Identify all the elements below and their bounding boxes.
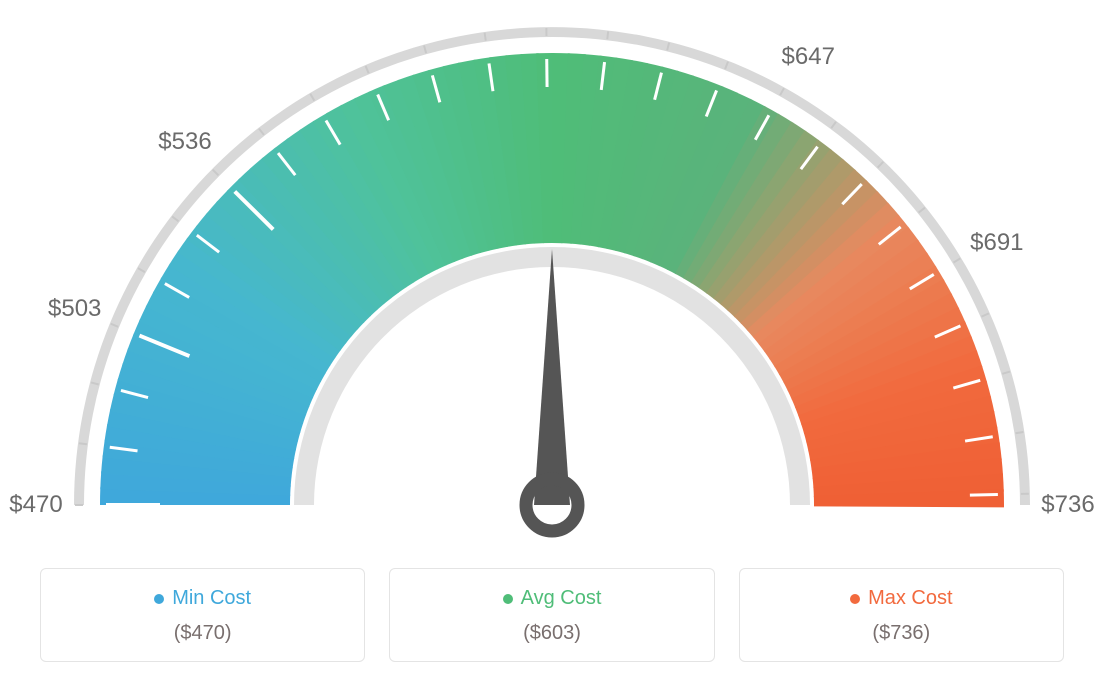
gauge-tick-label: $691	[970, 229, 1023, 257]
legend-row: Min Cost ($470) Avg Cost ($603) Max Cost…	[40, 568, 1064, 662]
legend-card-avg: Avg Cost ($603)	[389, 568, 714, 662]
legend-value-min: ($470)	[51, 622, 354, 645]
gauge-tick-label: $736	[1041, 491, 1094, 519]
legend-card-min: Min Cost ($470)	[40, 568, 365, 662]
legend-label-min: Min Cost	[172, 587, 251, 610]
legend-title-min: Min Cost	[154, 587, 251, 610]
legend-label-avg: Avg Cost	[521, 587, 602, 610]
gauge-tick-label: $536	[158, 128, 211, 156]
legend-dot-avg	[503, 594, 513, 604]
gauge-tick-label: $503	[48, 295, 101, 323]
legend-dot-max	[850, 594, 860, 604]
legend-title-max: Max Cost	[850, 587, 952, 610]
gauge-tick-label: $603	[525, 0, 578, 3]
legend-card-max: Max Cost ($736)	[739, 568, 1064, 662]
gauge-tick-label: $470	[9, 491, 62, 519]
legend-dot-min	[154, 594, 164, 604]
gauge-tick-label: $647	[782, 43, 835, 71]
legend-value-max: ($736)	[750, 622, 1053, 645]
gauge-chart: $470 $503 $536 $603 $647 $691 $736	[0, 0, 1104, 560]
legend-label-max: Max Cost	[868, 587, 952, 610]
legend-title-avg: Avg Cost	[503, 587, 602, 610]
legend-value-avg: ($603)	[400, 622, 703, 645]
